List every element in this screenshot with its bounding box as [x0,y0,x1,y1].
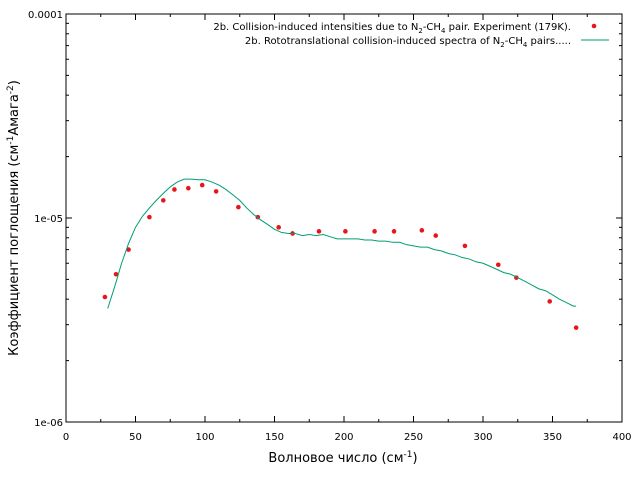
axis-ticks: 0 50 100 150 200 250 300 350 400 1e-06 1e-05 0.0001 [28,10,632,443]
data-point-experiment [391,229,397,234]
legend-exp-mid: -CH [423,22,441,33]
x-axis-title-sup: -1 [404,450,413,460]
y-tick-label: 1e-05 [34,214,63,225]
x-tick-label: 50 [129,432,142,443]
legend-label-theory: 2b. Rototranslational collision-induced … [245,36,571,49]
data-point-experiment [161,198,166,203]
data-point-experiment [126,247,131,252]
x-tick-label: 300 [473,432,492,443]
legend-exp-post: pair. Experiment (179K). [445,22,571,33]
data-point-experiment [276,225,281,230]
legend-theory-pre: 2b. Rototranslational collision-induced … [245,36,500,47]
series-layer [102,178,579,330]
y-axis-title: Коэффициент поглощения (см-1Амага-2) [6,80,22,356]
data-point-experiment [147,214,152,220]
legend-theory-sub2: 4 [523,41,528,49]
legend-theory-sub1: 2 [500,41,504,49]
data-point-experiment [186,185,191,191]
x-tick-label: 250 [404,432,423,443]
data-point-experiment [462,243,468,249]
y-tick-label: 1e-06 [34,418,63,429]
data-point-experiment [236,204,241,210]
x-tick-label: 200 [334,432,353,443]
x-tick-label: 350 [543,432,562,443]
legend-theory-post: pairs..... [527,36,571,47]
legend: 2b. Collision-induced intensities due to… [213,22,609,49]
data-point-experiment [372,229,377,234]
data-point-experiment [316,229,322,234]
data-point-experiment [172,187,177,192]
y-axis-title-part2: Амага [7,94,22,135]
data-point-experiment [419,228,425,233]
legend-exp-sub2: 4 [441,27,446,35]
x-tick-label: 0 [63,432,69,443]
data-point-experiment [102,294,108,300]
data-point-experiment [495,262,501,268]
y-axis-title-sup1: -1 [6,136,16,145]
x-tick-label: 100 [195,432,214,443]
y-axis-title-part3: ) [7,80,22,85]
legend-label-experiment: 2b. Collision-induced intensities due to… [213,22,571,35]
data-point-experiment [199,182,205,188]
data-point-experiment [113,271,119,277]
series-line-theory [107,178,577,309]
x-tick-label: 150 [265,432,284,443]
data-point-experiment [547,299,553,304]
y-axis-title-part1: Коэффициент поглощения (см [7,145,22,356]
x-axis-title-tail: ) [412,451,417,466]
legend-exp-pre: 2b. Collision-induced intensities due to… [213,22,418,33]
y-axis-title-sup2: -2 [6,85,16,94]
data-point-experiment [343,229,348,234]
legend-exp-sub1: 2 [418,27,422,35]
data-point-experiment [213,189,219,194]
x-tick-label: 400 [612,432,631,443]
data-point-experiment [433,233,439,238]
y-tick-label: 0.0001 [28,10,63,21]
x-axis-title: Волновое число (см-1) [268,450,417,466]
legend-marker-experiment [591,23,597,29]
x-axis-title-main: Волновое число (см [268,451,403,466]
legend-theory-mid: -CH [505,36,523,47]
data-point-experiment [573,325,579,330]
